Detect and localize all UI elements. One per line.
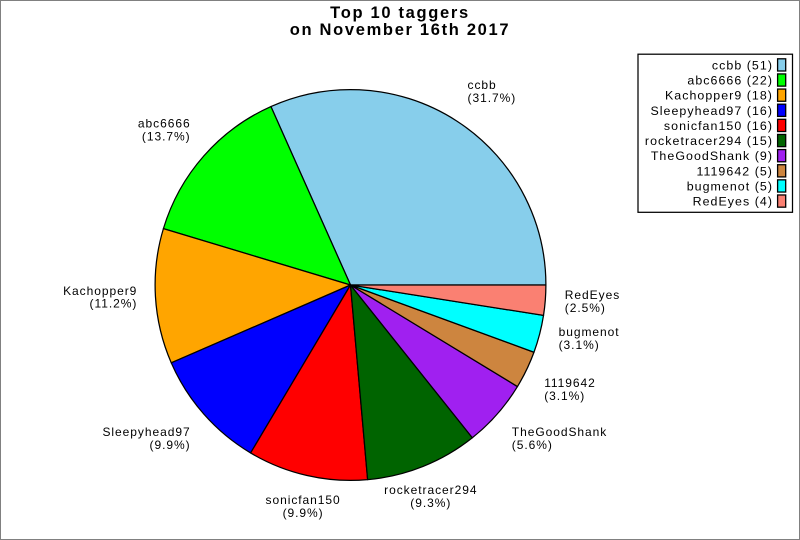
- svg-text:abc6666 (22): abc6666 (22): [687, 74, 773, 88]
- svg-text:Sleepyhead97: Sleepyhead97: [102, 425, 190, 439]
- svg-text:sonicfan150 (16): sonicfan150 (16): [664, 119, 773, 133]
- svg-text:sonicfan150: sonicfan150: [266, 493, 341, 507]
- svg-text:Kachopper9: Kachopper9: [63, 284, 137, 298]
- svg-text:bugmenot (5): bugmenot (5): [687, 179, 773, 193]
- svg-text:(9.9%): (9.9%): [283, 506, 324, 520]
- svg-text:1119642 (5): 1119642 (5): [696, 164, 773, 178]
- svg-text:(31.7%): (31.7%): [468, 91, 517, 105]
- svg-text:RedEyes: RedEyes: [565, 288, 620, 302]
- svg-text:(11.2%): (11.2%): [90, 297, 138, 311]
- svg-text:TheGoodShank (9): TheGoodShank (9): [651, 149, 773, 163]
- svg-text:1119642: 1119642: [544, 376, 596, 390]
- svg-text:RedEyes (4): RedEyes (4): [693, 195, 773, 209]
- svg-text:ccbb: ccbb: [468, 78, 497, 92]
- svg-text:abc6666: abc6666: [138, 117, 191, 131]
- svg-text:Sleepyhead97 (16): Sleepyhead97 (16): [650, 104, 773, 118]
- svg-text:(9.3%): (9.3%): [410, 496, 451, 510]
- svg-text:TheGoodShank: TheGoodShank: [512, 425, 608, 439]
- svg-text:(3.1%): (3.1%): [559, 338, 600, 352]
- svg-text:Top 10 taggers: Top 10 taggers: [330, 4, 470, 22]
- svg-text:rocketracer294 (15): rocketracer294 (15): [645, 134, 773, 148]
- svg-text:ccbb (51): ccbb (51): [712, 58, 773, 72]
- svg-text:(2.5%): (2.5%): [565, 301, 606, 315]
- svg-text:Kachopper9 (18): Kachopper9 (18): [665, 89, 773, 103]
- svg-text:bugmenot: bugmenot: [559, 325, 620, 339]
- svg-text:(9.9%): (9.9%): [150, 438, 191, 452]
- svg-text:(5.6%): (5.6%): [512, 438, 553, 452]
- svg-text:on November 16th 2017: on November 16th 2017: [290, 21, 511, 39]
- svg-text:(3.1%): (3.1%): [544, 389, 585, 403]
- svg-text:(13.7%): (13.7%): [142, 129, 191, 143]
- svg-text:rocketracer294: rocketracer294: [384, 483, 477, 497]
